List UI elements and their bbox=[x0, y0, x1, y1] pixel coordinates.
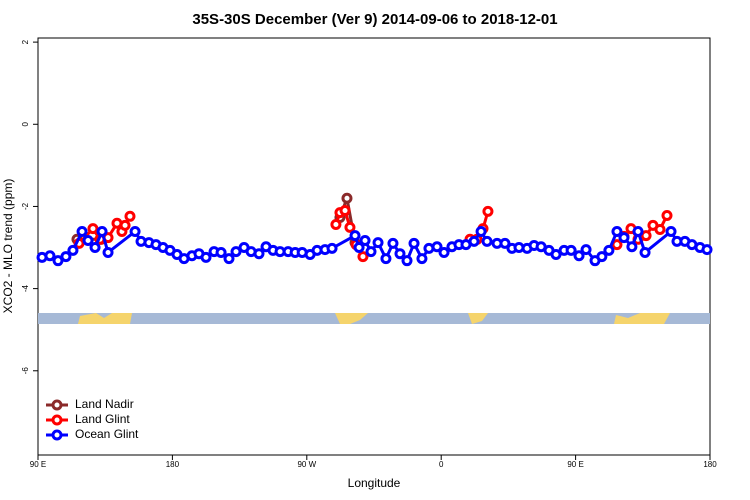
data-point bbox=[253, 248, 265, 260]
data-point bbox=[481, 235, 493, 247]
data-point bbox=[401, 255, 413, 267]
data-point bbox=[215, 246, 227, 258]
data-point bbox=[52, 255, 64, 267]
data-point bbox=[326, 242, 338, 254]
data-point bbox=[67, 244, 79, 256]
data-point bbox=[365, 246, 377, 258]
land-patch bbox=[468, 313, 488, 324]
data-point bbox=[550, 249, 562, 261]
data-point bbox=[580, 244, 592, 256]
data-point bbox=[618, 232, 630, 244]
data-point bbox=[359, 235, 371, 247]
data-point bbox=[416, 253, 428, 265]
x-axis-label: Longitude bbox=[348, 476, 401, 490]
data-point bbox=[357, 251, 369, 263]
y-tick-label: 0 bbox=[21, 122, 30, 127]
data-point bbox=[230, 246, 242, 258]
data-point bbox=[632, 226, 644, 238]
data-point bbox=[87, 223, 99, 235]
data-point bbox=[82, 235, 94, 247]
data-point bbox=[603, 244, 615, 256]
data-point bbox=[60, 251, 72, 263]
data-point bbox=[640, 230, 652, 242]
data-point bbox=[626, 241, 638, 253]
legend-marker bbox=[51, 414, 63, 426]
data-point bbox=[89, 242, 101, 254]
x-tick-label: 90 E bbox=[30, 460, 46, 469]
land-patch bbox=[78, 313, 132, 324]
legend-label: Land Glint bbox=[75, 412, 130, 426]
data-point bbox=[431, 241, 443, 253]
data-point bbox=[468, 235, 480, 247]
y-tick-label: 2 bbox=[21, 39, 30, 44]
y-axis-label: XCO2 - MLO trend (ppm) bbox=[1, 179, 15, 314]
data-point bbox=[565, 244, 577, 256]
x-tick-label: 180 bbox=[703, 460, 717, 469]
data-point bbox=[102, 246, 114, 258]
data-point bbox=[408, 237, 420, 249]
legend-label: Ocean Glint bbox=[75, 427, 139, 441]
data-point bbox=[701, 244, 713, 256]
data-point bbox=[380, 253, 392, 265]
x-tick-label: 180 bbox=[166, 460, 180, 469]
data-point bbox=[596, 251, 608, 263]
land-patch bbox=[335, 313, 368, 324]
data-point bbox=[482, 205, 494, 217]
data-point bbox=[387, 237, 399, 249]
x-tick-label: 90 E bbox=[567, 460, 583, 469]
data-point bbox=[573, 250, 585, 262]
y-tick-label: -6 bbox=[21, 367, 30, 375]
legend-marker bbox=[51, 399, 63, 411]
data-point bbox=[639, 246, 651, 258]
x-tick-label: 90 W bbox=[297, 460, 316, 469]
chart-title: 35S-30S December (Ver 9) 2014-09-06 to 2… bbox=[192, 11, 557, 28]
legend-marker bbox=[51, 429, 63, 441]
data-point bbox=[499, 237, 511, 249]
data-point bbox=[611, 226, 623, 238]
data-point bbox=[223, 253, 235, 265]
data-point bbox=[654, 223, 666, 235]
data-point bbox=[341, 192, 353, 204]
ocean-band bbox=[38, 313, 710, 324]
data-point bbox=[353, 242, 365, 254]
land-patch bbox=[614, 313, 670, 324]
y-tick-label: -2 bbox=[21, 202, 30, 210]
legend-label: Land Nadir bbox=[75, 397, 134, 411]
data-point bbox=[200, 251, 212, 263]
data-point bbox=[665, 226, 677, 238]
data-point bbox=[129, 226, 141, 238]
data-point bbox=[372, 237, 384, 249]
data-point bbox=[96, 226, 108, 238]
y-tick-label: -4 bbox=[21, 285, 30, 293]
land-ocean-strip bbox=[38, 313, 710, 324]
data-point bbox=[76, 226, 88, 238]
data-point bbox=[124, 210, 136, 222]
data-point bbox=[339, 205, 351, 217]
data-point bbox=[119, 219, 131, 231]
data-point bbox=[44, 250, 56, 262]
data-point bbox=[344, 221, 356, 233]
data-point bbox=[438, 246, 450, 258]
data-point bbox=[394, 248, 406, 260]
data-point bbox=[330, 219, 342, 231]
data-point bbox=[475, 226, 487, 238]
data-point bbox=[661, 209, 673, 221]
x-tick-label: 0 bbox=[439, 460, 444, 469]
data-point bbox=[349, 230, 361, 242]
